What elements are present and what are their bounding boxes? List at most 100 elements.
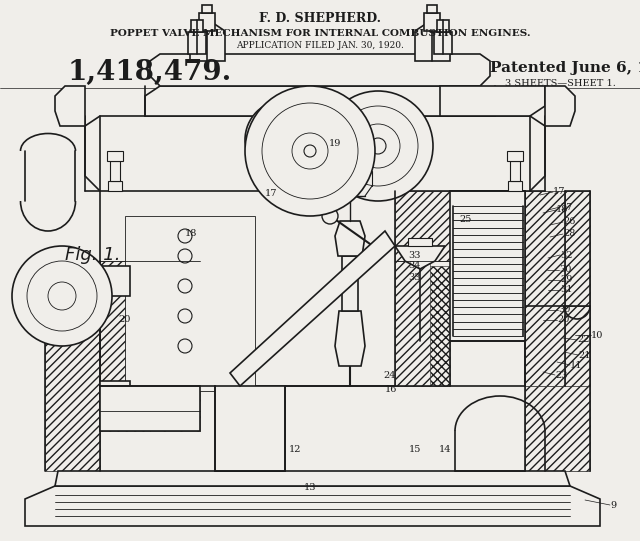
Text: 17: 17 xyxy=(553,188,566,196)
Text: 13: 13 xyxy=(304,484,316,492)
Polygon shape xyxy=(395,246,445,269)
Text: 17: 17 xyxy=(265,188,278,197)
Text: 1,418,479.: 1,418,479. xyxy=(68,58,232,85)
Text: 32: 32 xyxy=(560,250,573,260)
Text: 12: 12 xyxy=(289,445,301,454)
Polygon shape xyxy=(25,486,600,526)
Text: 33: 33 xyxy=(408,250,420,260)
Polygon shape xyxy=(145,86,495,116)
Bar xyxy=(525,191,565,386)
Circle shape xyxy=(338,106,418,186)
Bar xyxy=(150,386,200,431)
Circle shape xyxy=(178,339,192,353)
Bar xyxy=(100,381,130,396)
Polygon shape xyxy=(215,386,285,471)
Text: 20: 20 xyxy=(118,315,131,325)
Text: 14: 14 xyxy=(439,445,451,454)
Bar xyxy=(395,261,430,386)
Bar xyxy=(125,216,255,391)
Circle shape xyxy=(257,112,313,168)
Text: 19: 19 xyxy=(329,138,341,148)
Text: Patented June 6, 1922.: Patented June 6, 1922. xyxy=(490,61,640,75)
Polygon shape xyxy=(55,471,570,486)
Text: 30: 30 xyxy=(559,266,572,274)
Text: Fig. 1.: Fig. 1. xyxy=(65,246,120,264)
Bar xyxy=(342,256,358,311)
Text: 30: 30 xyxy=(558,306,570,314)
Circle shape xyxy=(178,249,192,263)
Circle shape xyxy=(304,145,316,157)
Circle shape xyxy=(292,133,328,169)
Bar xyxy=(507,151,523,161)
Bar xyxy=(437,20,449,32)
Text: 10: 10 xyxy=(591,331,604,340)
Text: 34: 34 xyxy=(408,261,420,269)
Text: 18: 18 xyxy=(556,206,568,214)
Bar xyxy=(130,221,250,386)
Polygon shape xyxy=(190,21,225,61)
Text: 22: 22 xyxy=(577,335,589,345)
Bar xyxy=(100,266,130,296)
Text: 3 SHEETS—SHEET 1.: 3 SHEETS—SHEET 1. xyxy=(505,78,616,88)
Circle shape xyxy=(323,91,433,201)
Circle shape xyxy=(178,309,192,323)
Bar xyxy=(45,271,100,471)
Text: F. D. SHEPHERD.: F. D. SHEPHERD. xyxy=(259,11,381,24)
Circle shape xyxy=(245,86,375,216)
Polygon shape xyxy=(150,54,490,86)
Text: 21: 21 xyxy=(578,351,591,360)
Text: POPPET VALVE MECHANISM FOR INTERNAL COMBUSTION ENGINES.: POPPET VALVE MECHANISM FOR INTERNAL COMB… xyxy=(109,29,531,37)
Polygon shape xyxy=(415,21,450,61)
Bar xyxy=(525,191,590,306)
Text: 23: 23 xyxy=(555,371,568,379)
Bar xyxy=(450,191,525,341)
Text: 26: 26 xyxy=(563,217,575,227)
Bar xyxy=(525,306,590,386)
Text: 33: 33 xyxy=(408,274,420,282)
Polygon shape xyxy=(100,386,130,396)
Text: 29: 29 xyxy=(560,275,572,285)
Bar xyxy=(510,161,520,181)
Bar xyxy=(100,261,150,386)
Circle shape xyxy=(282,137,288,143)
Bar xyxy=(188,32,206,54)
Bar xyxy=(434,32,452,54)
Text: 20: 20 xyxy=(557,315,570,325)
Text: 25: 25 xyxy=(459,215,472,225)
Bar xyxy=(202,5,212,13)
Bar xyxy=(108,181,122,191)
Bar xyxy=(525,306,590,471)
Bar xyxy=(395,191,450,261)
Circle shape xyxy=(27,261,97,331)
Bar xyxy=(199,13,215,31)
Circle shape xyxy=(245,100,325,180)
Bar xyxy=(191,20,203,32)
Circle shape xyxy=(12,246,112,346)
Bar xyxy=(110,161,120,181)
Text: 28: 28 xyxy=(563,229,575,239)
Bar xyxy=(424,13,440,31)
Bar xyxy=(408,238,432,246)
Bar xyxy=(107,151,123,161)
Polygon shape xyxy=(335,221,365,256)
Polygon shape xyxy=(230,231,395,386)
Polygon shape xyxy=(85,116,545,191)
Text: 9: 9 xyxy=(610,500,616,510)
Polygon shape xyxy=(545,86,575,126)
Text: APPLICATION FILED JAN. 30, 1920.: APPLICATION FILED JAN. 30, 1920. xyxy=(236,42,404,50)
Text: 15: 15 xyxy=(409,445,421,454)
Bar xyxy=(215,386,250,471)
Circle shape xyxy=(178,229,192,243)
Text: 11: 11 xyxy=(570,360,582,370)
Text: 18: 18 xyxy=(185,228,197,237)
Polygon shape xyxy=(440,86,545,116)
Polygon shape xyxy=(335,311,365,366)
Circle shape xyxy=(370,138,386,154)
Bar xyxy=(250,386,285,471)
Circle shape xyxy=(322,208,338,224)
Polygon shape xyxy=(100,386,200,431)
Circle shape xyxy=(178,279,192,293)
Circle shape xyxy=(275,130,295,150)
Text: 24: 24 xyxy=(383,371,396,379)
Circle shape xyxy=(48,282,76,310)
